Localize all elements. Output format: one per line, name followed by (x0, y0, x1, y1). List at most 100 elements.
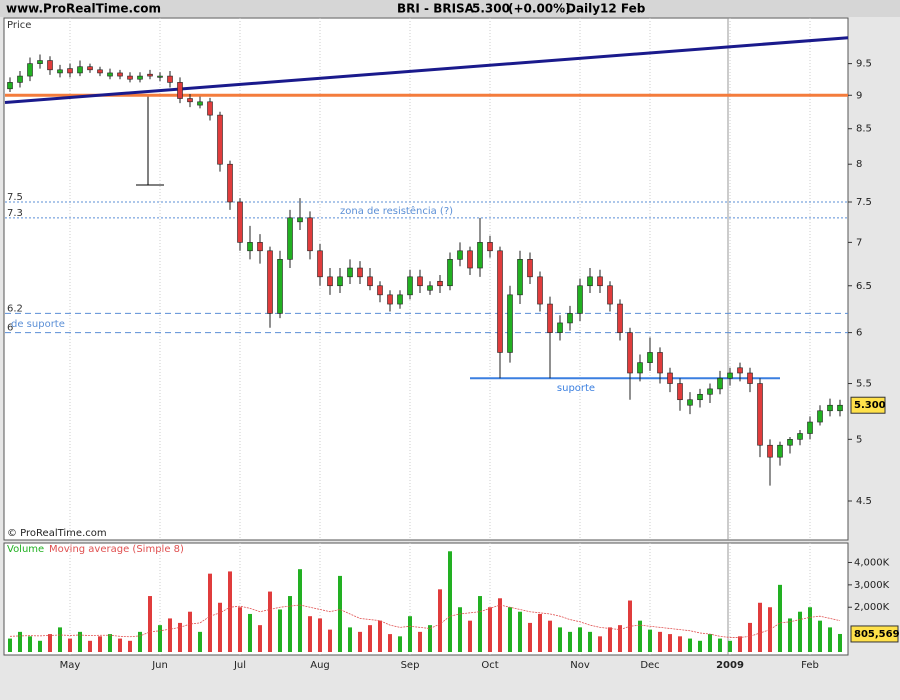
level-label: 6 (7, 323, 13, 334)
candle-body (627, 332, 633, 374)
y-tick-label: 7 (856, 237, 862, 248)
volume-bar (338, 575, 342, 652)
y-tick-label: 2,000K (854, 602, 890, 613)
volume-bar (58, 627, 62, 652)
volume-bar (348, 627, 352, 652)
volume-bar (228, 571, 232, 652)
volume-bar (518, 611, 522, 652)
candle-body (357, 267, 363, 278)
candle-body (327, 276, 333, 287)
legend-ma: Moving average (Simple 8) (49, 544, 184, 555)
site: www.ProRealTime.com (6, 2, 161, 16)
volume-bar (608, 627, 612, 652)
volume-bar (258, 625, 262, 652)
volume-bar (618, 625, 622, 652)
candle-body (547, 303, 553, 333)
volume-bar (778, 584, 782, 652)
volume-bar (208, 573, 212, 652)
volume-bar (818, 620, 822, 652)
candle-body (497, 250, 503, 353)
volume-bar (248, 613, 252, 652)
volume-bar (278, 609, 282, 652)
candle-body (167, 75, 173, 83)
value-box (850, 625, 899, 643)
candle-body (427, 285, 433, 291)
volume-bar (438, 589, 442, 652)
volume-bar (758, 602, 762, 652)
candle-body (767, 444, 773, 458)
header-bar (0, 0, 900, 17)
x-tick-label: May (60, 660, 81, 671)
candle-body (397, 294, 403, 305)
y-tick-label: 5 (856, 434, 862, 445)
date: 12 Feb (600, 2, 646, 16)
candle-body (77, 66, 83, 74)
volume-bar (298, 569, 302, 652)
candle-body (597, 276, 603, 287)
candle-body (287, 217, 293, 260)
volume-bar (838, 633, 842, 652)
y-tick-label: 6 (856, 328, 862, 339)
symbol: BRI - BRISA (397, 2, 475, 16)
candle-body (457, 250, 463, 260)
candle-body (567, 313, 573, 324)
candle-body (657, 352, 663, 374)
volume-bar (678, 636, 682, 652)
candle-body (437, 280, 443, 287)
candle-body (117, 72, 123, 77)
candle-body (747, 372, 753, 384)
volume-bar (708, 634, 712, 652)
volume-bar (828, 627, 832, 652)
candle-body (257, 242, 263, 252)
candle-body (27, 63, 33, 77)
candle-body (777, 444, 783, 458)
candle-body (787, 439, 793, 446)
volume-bar (748, 622, 752, 652)
level-label: 7.3 (7, 208, 23, 219)
candle-body (607, 285, 613, 305)
volume-bar (138, 631, 142, 652)
candle-body (97, 69, 103, 74)
candle-body (587, 276, 593, 287)
candle-body (797, 433, 803, 440)
y-tick-label: 4,000K (854, 557, 890, 568)
price-box-label: 5.300 (854, 400, 886, 411)
volume-bar (88, 640, 92, 652)
candle-body (677, 383, 683, 401)
price-pane (3, 17, 849, 541)
candle-body (637, 362, 643, 374)
copyright: © ProRealTime.com (7, 528, 107, 539)
volume-bar (738, 636, 742, 652)
trendline (4, 36, 849, 104)
y-tick-label: 8.5 (856, 124, 872, 135)
volume-bar (148, 596, 152, 652)
candle-body (267, 250, 273, 314)
candle-body (7, 82, 13, 90)
volume-bar (268, 591, 272, 652)
candle-body (557, 322, 563, 333)
volume-bar (378, 620, 382, 652)
volume-bar (158, 625, 162, 652)
y-tick-label: 9.5 (856, 59, 872, 70)
volume-bar (328, 629, 332, 652)
candle-body (617, 303, 623, 333)
x-tick-label: Aug (310, 660, 330, 671)
volume-bar (78, 631, 82, 652)
volume-bar (178, 622, 182, 652)
y-tick-label: 6.5 (856, 281, 872, 292)
volume-bar (128, 640, 132, 652)
candle-body (197, 101, 203, 106)
volume-bar (548, 620, 552, 652)
volume-bar (188, 611, 192, 652)
volume-bar (528, 622, 532, 652)
volume-bar (388, 634, 392, 652)
legend-volume: Volume (7, 544, 44, 555)
volume-bar (218, 602, 222, 652)
volume-bar (558, 627, 562, 652)
candle-body (727, 372, 733, 379)
volume-bar (468, 620, 472, 652)
level-label: 6.2 (7, 303, 23, 314)
volume-bar (598, 636, 602, 652)
volume-bar (98, 636, 102, 652)
volume-bar (198, 631, 202, 652)
